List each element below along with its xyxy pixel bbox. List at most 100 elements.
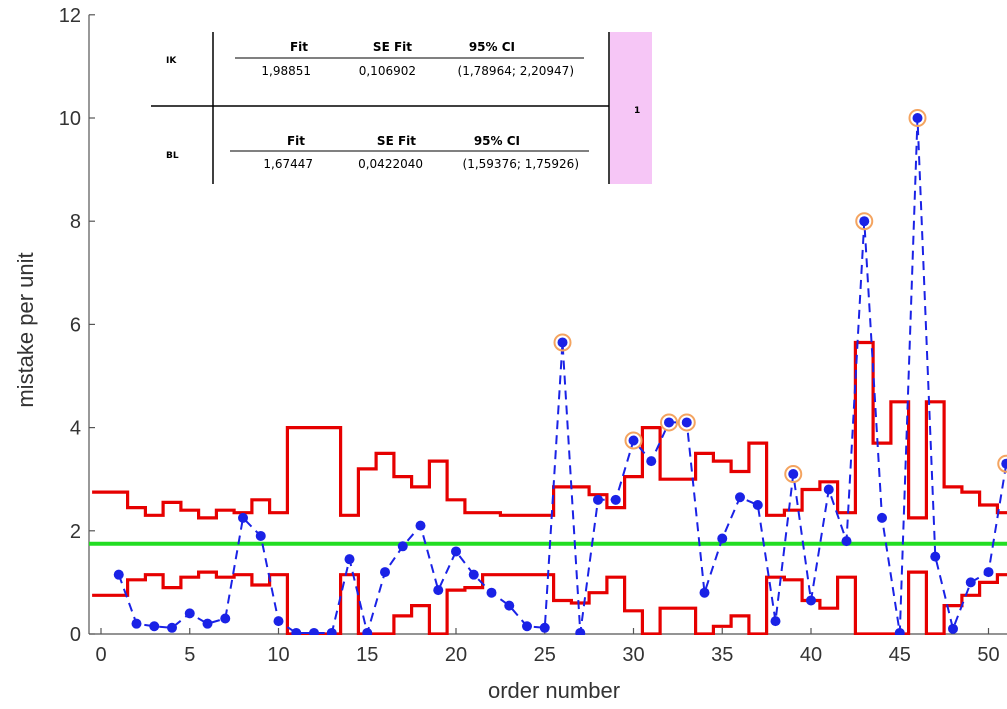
data-point — [841, 536, 852, 547]
out-of-control-marker — [908, 109, 927, 127]
data-point — [415, 520, 426, 531]
data-point — [504, 600, 515, 611]
axes: 0 2 4 6 8 10 12 0 5 10 15 20 25 30 35 40 45 50 — [59, 5, 1007, 666]
header-fit-ik: Fit — [290, 40, 308, 54]
data-point — [717, 533, 728, 544]
y-tick-label: 12 — [59, 5, 81, 27]
data-point — [184, 608, 195, 619]
header-ci-bl: 95% CI — [474, 134, 520, 148]
out-of-control-marker — [855, 212, 874, 231]
value-se-fit-bl: 0,0422040 — [358, 157, 423, 171]
x-tick-label: 5 — [184, 644, 195, 666]
x-tick-label: 30 — [622, 644, 644, 666]
data-point — [468, 569, 479, 580]
data-point — [859, 216, 870, 227]
y-tick-label: 6 — [70, 314, 81, 336]
data-point — [664, 417, 674, 428]
lower-control-limit — [92, 570, 1007, 635]
x-tick-label: 25 — [534, 644, 556, 666]
data-point — [948, 623, 958, 634]
data-point — [681, 417, 692, 428]
y-tick-label: 8 — [70, 211, 81, 233]
data-point — [930, 551, 941, 562]
data-point — [451, 546, 461, 557]
group-label-ik: IK — [166, 56, 177, 66]
data-series — [113, 109, 1007, 635]
data-point — [397, 541, 408, 552]
header-se-fit-bl: SE Fit — [377, 134, 416, 148]
out-of-control-marker — [677, 413, 696, 432]
data-point — [823, 484, 834, 495]
x-tick-label: 35 — [711, 644, 733, 666]
data-point — [433, 585, 444, 596]
out-of-control-marker — [784, 465, 803, 484]
data-point — [291, 627, 302, 635]
fit-table: IK Fit SE Fit 95% CI 1,98851 0,106902 (1… — [151, 32, 652, 184]
data-point — [273, 616, 284, 627]
data-point — [202, 618, 213, 629]
data-point — [646, 456, 657, 467]
y-tick-label: 10 — [59, 108, 81, 130]
out-of-control-marker — [624, 431, 643, 450]
value-fit-ik: 1,98851 — [261, 64, 311, 78]
data-point — [113, 569, 124, 580]
data-point — [593, 494, 603, 505]
data-point — [877, 512, 887, 523]
x-tick-label: 45 — [889, 644, 911, 666]
data-point — [806, 595, 816, 606]
data-point — [380, 567, 390, 578]
data-point — [238, 512, 248, 523]
data-point — [167, 622, 177, 633]
data-point — [326, 627, 337, 635]
out-of-control-marker — [553, 333, 572, 352]
side-cell-bg — [610, 32, 652, 184]
value-ci-bl: (1,59376; 1,75926) — [463, 157, 579, 171]
data-point — [131, 618, 142, 629]
control-limits — [92, 340, 1007, 635]
value-fit-bl: 1,67447 — [263, 157, 313, 171]
data-point — [894, 627, 905, 635]
data-point — [610, 494, 621, 505]
x-tick-label: 0 — [95, 644, 106, 666]
data-series-line — [117, 117, 1007, 635]
data-point — [575, 627, 586, 635]
data-point — [255, 530, 266, 541]
data-point — [539, 622, 550, 633]
header-se-fit-ik: SE Fit — [373, 40, 412, 54]
data-point — [220, 613, 231, 624]
data-point — [628, 435, 639, 446]
out-of-control-marker — [997, 454, 1007, 473]
y-axis-label: mistake per unit — [13, 252, 38, 407]
y-tick-label: 4 — [70, 418, 81, 440]
data-point — [557, 337, 568, 348]
x-axis-label: order number — [488, 678, 620, 703]
out-of-control-marker — [660, 413, 678, 432]
x-tick-label: 20 — [445, 644, 467, 666]
data-point — [149, 621, 160, 632]
header-fit-bl: Fit — [287, 134, 305, 148]
data-point — [522, 621, 532, 632]
y-tick-label: 2 — [70, 521, 81, 543]
side-cell-label: 1 — [634, 106, 640, 116]
x-tick-label: 40 — [800, 644, 822, 666]
upper-control-limit — [92, 340, 1007, 520]
data-point — [788, 469, 799, 480]
y-tick-label: 0 — [70, 624, 81, 646]
data-point — [486, 587, 497, 598]
value-se-fit-ik: 0,106902 — [359, 64, 416, 78]
data-point — [752, 500, 763, 510]
data-point — [983, 567, 994, 578]
data-point — [362, 627, 373, 635]
data-point — [965, 577, 976, 588]
x-tick-label: 50 — [977, 644, 999, 666]
data-point — [912, 113, 923, 123]
data-point — [309, 627, 319, 635]
data-point — [735, 492, 745, 503]
x-tick-label: 15 — [356, 644, 378, 666]
x-tick-label: 10 — [267, 644, 289, 666]
data-point — [1001, 458, 1007, 469]
data-point — [344, 554, 355, 565]
header-ci-ik: 95% CI — [469, 40, 515, 54]
value-ci-ik: (1,78964; 2,20947) — [458, 64, 574, 78]
